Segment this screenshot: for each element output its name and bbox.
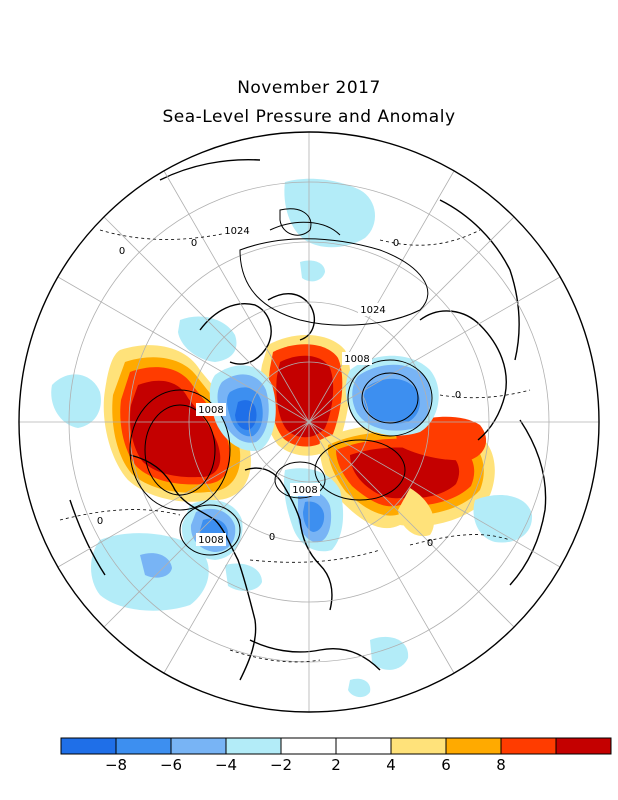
anomaly-negative-east xyxy=(473,495,533,543)
colorbar-tick-label: −4 xyxy=(215,756,237,774)
colorbar-cell xyxy=(225,737,282,755)
map-title: November 2017 xyxy=(237,78,381,98)
anomaly-negative-greenland-east xyxy=(178,316,237,362)
colorbar-cell xyxy=(335,737,392,755)
contour-label: 0 xyxy=(191,238,197,249)
pressure-contours xyxy=(129,208,433,556)
colorbar-cell xyxy=(500,737,557,755)
colorbar-tick-label: 6 xyxy=(441,756,451,774)
contour-label: 0 xyxy=(97,516,103,527)
colorbar-cell xyxy=(390,737,447,755)
contour-label: 0 xyxy=(427,538,433,549)
colorbar-cell xyxy=(60,737,117,755)
colorbar-cell xyxy=(445,737,502,755)
contour-label: 0 xyxy=(393,238,399,249)
colorbar-tick-label: 2 xyxy=(331,756,341,774)
map-content: 1024 1024 1008 1008 1008 1008 0 0 0 0 0 … xyxy=(19,132,599,712)
contour-label: 1024 xyxy=(224,226,249,237)
anomaly-negative-north-atlantic xyxy=(284,178,376,248)
colorbar-cells xyxy=(60,737,612,755)
contour-label: 1008 xyxy=(198,405,223,416)
map-subtitle: Sea-Level Pressure and Anomaly xyxy=(162,107,456,127)
contour-labels: 1024 1024 1008 1008 1008 1008 0 0 0 0 0 … xyxy=(97,224,461,549)
colorbar-tick-label: 4 xyxy=(386,756,396,774)
colorbar-tick-label: −6 xyxy=(160,756,182,774)
contour-label: 1008 xyxy=(292,485,317,496)
contour-label: 1008 xyxy=(344,354,369,365)
colorbar-tick-label: −8 xyxy=(105,756,127,774)
anomaly-negative-west xyxy=(51,374,101,428)
globe-outline xyxy=(18,131,600,713)
contour-label: 0 xyxy=(119,246,125,257)
colorbar-tick-label: −2 xyxy=(270,756,292,774)
contour-label: 0 xyxy=(455,390,461,401)
anomaly-negative-south xyxy=(370,636,409,670)
contour-label: 1008 xyxy=(198,535,223,546)
colorbar-ticks: −8 −6 −4 −2 2 4 6 8 xyxy=(105,756,506,774)
colorbar-tick-label: 8 xyxy=(496,756,506,774)
contour-label: 0 xyxy=(269,532,275,543)
colorbar-cell xyxy=(115,737,172,755)
contour-label: 1024 xyxy=(360,305,385,316)
colorbar-cell xyxy=(170,737,227,755)
colorbar-cell xyxy=(555,737,612,755)
graticule xyxy=(19,132,599,712)
colorbar-cell xyxy=(280,737,337,755)
